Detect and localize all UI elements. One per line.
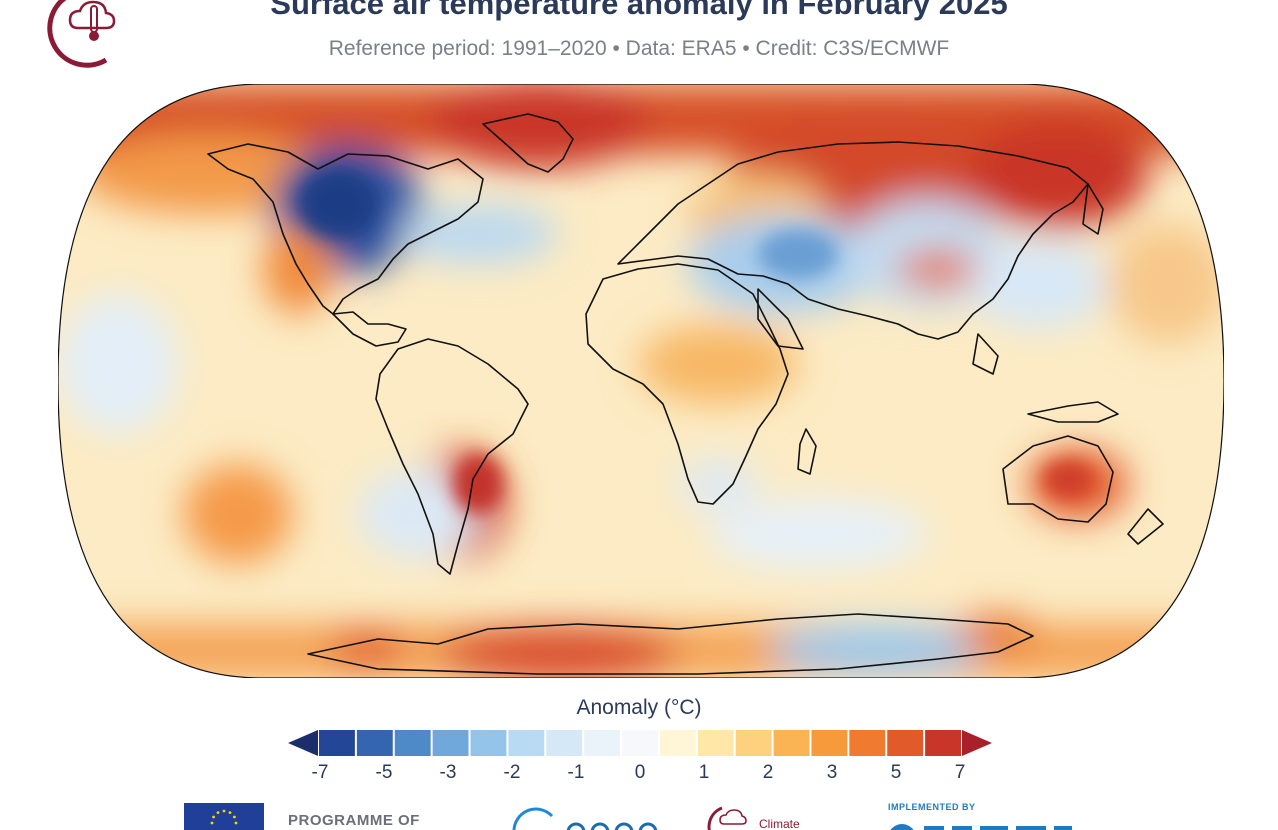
- climate-label: Climate: [759, 817, 800, 830]
- colorbar-bin: [432, 730, 469, 756]
- colorbar-bin: [356, 730, 393, 756]
- colorbar-tick-label: 3: [826, 762, 838, 783]
- colorbar-bin: [773, 730, 810, 756]
- colorbar-extend-high: [962, 730, 992, 756]
- colorbar-bin: [925, 730, 961, 756]
- colorbar-bin: [584, 730, 621, 756]
- colorbar-bin: [887, 730, 924, 756]
- colorbar-tick-label: 1: [698, 762, 710, 783]
- colorbar-tick-label: 2: [762, 762, 774, 783]
- colorbar-bin: [659, 730, 696, 756]
- colorbar-tick-label: 0: [634, 762, 646, 783]
- colorbar-bin: [622, 730, 658, 756]
- page-subtitle: Reference period: 1991–2020 • Data: ERA5…: [328, 37, 950, 60]
- colorbar-bin: [508, 730, 545, 756]
- colorbar-extend-low: [288, 730, 318, 756]
- colorbar-bin: [849, 730, 886, 756]
- colorbar-label: Anomaly (°C): [576, 696, 702, 719]
- eu-flag-icon: [184, 803, 264, 830]
- colorbar-ticks: -7 -5 -3 -2 -1 0 1 2 3 5 7: [0, 762, 1278, 786]
- anomaly-map: [58, 84, 1224, 678]
- climate-logo: [707, 806, 747, 830]
- colorbar-tick-label: -7: [311, 762, 329, 783]
- colorbar-tick-label: -1: [567, 762, 585, 783]
- programme-label: PROGRAMME OF: [288, 812, 420, 829]
- colorbar-bin: [470, 730, 507, 756]
- page-title: Surface air temperature anomaly in Febru…: [270, 0, 1008, 21]
- c3s-logo: [47, 0, 116, 68]
- colorbar-tick-label: 5: [890, 762, 902, 783]
- colorbar-bin: [735, 730, 772, 756]
- colorbar: [288, 730, 992, 756]
- copernicus-logo: [512, 807, 658, 830]
- implemented-by-label: IMPLEMENTED BY: [888, 802, 976, 812]
- colorbar-bin: [394, 730, 431, 756]
- colorbar-bin: [546, 730, 583, 756]
- colorbar-tick-label: 7: [954, 762, 966, 783]
- colorbar-bin: [697, 730, 734, 756]
- ecmwf-logo: [890, 824, 1072, 830]
- colorbar-tick-label: -2: [503, 762, 521, 783]
- footer-logos: PROGRAMME OF Climate IMPLEMENTED BY: [0, 798, 1278, 830]
- colorbar-bin: [319, 730, 355, 756]
- colorbar-bin: [811, 730, 848, 756]
- colorbar-tick-label: -5: [375, 762, 393, 783]
- colorbar-tick-label: -3: [439, 762, 457, 783]
